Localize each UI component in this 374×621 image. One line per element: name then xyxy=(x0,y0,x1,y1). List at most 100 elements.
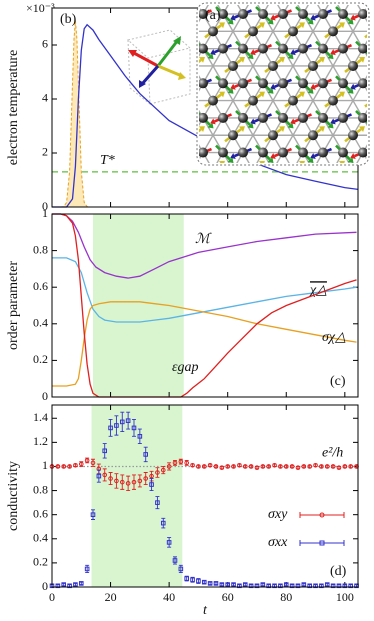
y-tick-label: 0 xyxy=(42,389,48,403)
y-tick-label: 0.6 xyxy=(33,506,48,520)
spin-arrow xyxy=(305,0,321,3)
spin-arrow-head xyxy=(287,53,294,60)
data-point xyxy=(295,583,301,589)
atom xyxy=(318,9,328,19)
spin-arrow xyxy=(225,0,241,3)
error-bar xyxy=(143,446,148,463)
atom xyxy=(238,78,248,89)
spin-arrow-head xyxy=(230,153,236,160)
atom xyxy=(218,43,228,54)
data-point xyxy=(119,419,125,425)
error-bar xyxy=(102,443,107,459)
data-point xyxy=(201,464,207,469)
data-point xyxy=(248,583,254,589)
error-bar xyxy=(114,473,119,489)
spin-arrow-head xyxy=(238,126,245,133)
error-bar xyxy=(108,419,113,437)
spin-arrow-head xyxy=(330,118,336,125)
data-point xyxy=(155,500,160,505)
reference-label: T* xyxy=(100,153,115,168)
data-point xyxy=(336,583,342,589)
series-label: εgap xyxy=(172,360,199,375)
spin-arrow-head xyxy=(347,87,354,94)
data-point xyxy=(84,458,90,463)
data-point xyxy=(260,582,266,587)
atom xyxy=(298,147,308,158)
data-point xyxy=(254,465,260,470)
lattice-bond xyxy=(199,5,367,163)
atom xyxy=(278,147,288,158)
atom xyxy=(218,9,228,19)
atom xyxy=(268,130,278,141)
data-point xyxy=(324,582,330,587)
data-point xyxy=(160,520,166,526)
y-tick-label: 0.4 xyxy=(33,531,48,545)
spin-arrow-head xyxy=(298,91,305,98)
spin-arrow-head xyxy=(358,56,365,63)
reference-label: e²/h xyxy=(322,446,343,461)
lattice-bond xyxy=(199,5,367,163)
data-point xyxy=(301,582,307,587)
spin-arrow-head xyxy=(278,56,285,63)
data-point xyxy=(78,581,84,586)
atom xyxy=(358,78,367,89)
data-point xyxy=(96,473,102,479)
atom xyxy=(258,78,268,89)
data-point xyxy=(266,464,271,469)
data-point xyxy=(213,464,219,469)
atom xyxy=(308,130,318,141)
data-point xyxy=(172,558,178,563)
y-tick-label: 1 xyxy=(42,206,48,220)
atom xyxy=(358,147,367,158)
spin-arrow-head xyxy=(190,15,195,21)
atom xyxy=(268,0,278,2)
atom xyxy=(218,112,228,123)
series-label: σχ△ xyxy=(322,330,346,345)
error-bar xyxy=(137,474,142,488)
spin-arrow-head xyxy=(267,157,274,163)
error-bar xyxy=(96,469,101,483)
data-point xyxy=(231,582,236,587)
atom xyxy=(338,9,348,19)
y-axis-label: electron temperature xyxy=(6,50,21,165)
spin-arrow-head xyxy=(267,18,274,25)
atom xyxy=(338,112,348,123)
atom xyxy=(208,95,218,106)
data-point xyxy=(137,434,143,439)
spin-arrow-head xyxy=(258,22,265,29)
spin-arrow-head xyxy=(210,118,216,125)
data-point xyxy=(307,464,312,469)
spin-arrow-head xyxy=(227,87,234,94)
legend-marker xyxy=(319,512,325,518)
legend-marker xyxy=(299,540,345,546)
error-bar xyxy=(120,411,125,432)
atom xyxy=(238,9,248,19)
error-bar xyxy=(161,466,166,475)
data-point xyxy=(90,512,96,517)
spin-arrow xyxy=(345,0,361,3)
error-bar xyxy=(167,462,172,471)
y-tick-label: 0.2 xyxy=(33,555,48,569)
data-point xyxy=(295,465,301,470)
data-point xyxy=(184,460,189,466)
panel: 0 0.2 0.4 0.6 0.8 1 ℳχ△ σχ△ εgap order parameter (… xyxy=(6,206,359,403)
spin-arrow-head xyxy=(227,157,234,163)
data-point xyxy=(196,578,201,584)
spin-arrow-head xyxy=(307,87,314,94)
data-point xyxy=(289,464,295,469)
data-point xyxy=(278,464,283,469)
lattice-bond xyxy=(199,5,367,163)
atom xyxy=(248,165,258,175)
atom xyxy=(199,9,208,19)
data-point xyxy=(84,566,90,572)
spin-arrow-head xyxy=(250,118,256,125)
spin-arrow-head xyxy=(318,56,325,63)
data-point xyxy=(207,462,213,468)
data-point xyxy=(61,464,67,469)
data-point xyxy=(201,579,207,585)
atom xyxy=(258,9,268,19)
data-point xyxy=(283,582,289,587)
y-tick-label: 0.4 xyxy=(33,316,48,330)
data-point xyxy=(219,465,225,470)
data-point xyxy=(166,540,172,545)
